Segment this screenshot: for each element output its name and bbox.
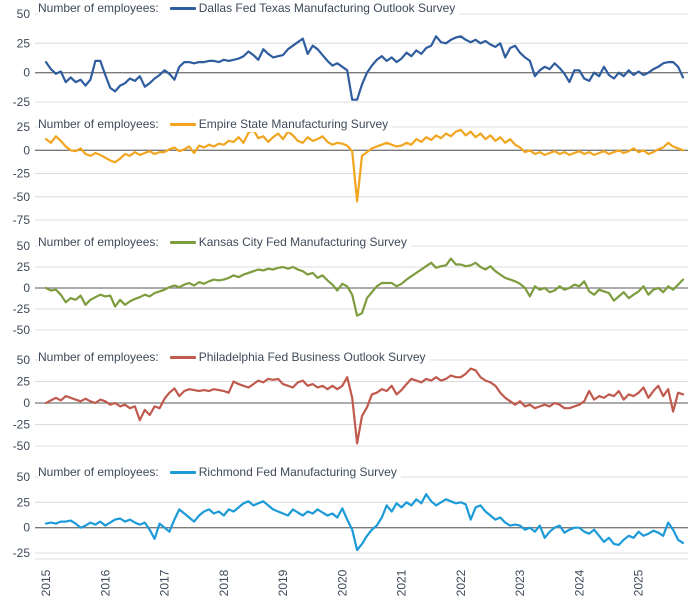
y-tick-label: 50 [17, 7, 31, 21]
y-tick-label: 0 [23, 281, 30, 295]
series-line [44, 128, 685, 203]
series-line [44, 35, 685, 101]
legend-prefix: Number of employees: [38, 465, 159, 479]
chart-panel-philadelphia: Number of employees: Philadelphia Fed Bu… [0, 344, 700, 459]
x-tick-label: 2023 [513, 569, 527, 596]
y-tick-label: 0 [23, 396, 30, 410]
legend-prefix: Number of employees: [38, 350, 159, 364]
y-tick-label: 0 [23, 143, 30, 157]
y-tick-label: 25 [17, 260, 31, 274]
legend-line-swatch [169, 122, 196, 126]
y-tick-label: -25 [13, 167, 31, 181]
y-tick-label: 50 [17, 239, 31, 253]
y-tick-label: 0 [23, 66, 30, 80]
chart-panel-richmond: Number of employees: Richmond Fed Manufa… [0, 459, 700, 602]
legend-line-swatch [169, 355, 196, 359]
chart-panel-dallas: Number of employees: Dallas Fed Texas Ma… [0, 0, 700, 114]
legend: Number of employees: Empire State Manufa… [38, 117, 393, 132]
legend: Number of employees: Dallas Fed Texas Ma… [38, 1, 460, 16]
y-tick-label: 25 [17, 36, 31, 50]
y-tick-label: -25 [13, 546, 31, 560]
x-tick-label: 2016 [98, 569, 112, 596]
y-tick-label: -25 [13, 95, 31, 109]
legend-line-swatch [169, 6, 196, 10]
legend-line-swatch [169, 240, 196, 244]
series-line [44, 367, 685, 445]
x-tick-label: 2021 [395, 569, 409, 596]
y-tick-label: 0 [23, 521, 30, 535]
y-tick-label: -25 [13, 418, 31, 432]
y-tick-label: -50 [13, 323, 31, 337]
richmond-line-chart: 50 25 0 -25 2015 2016 2017 2018 2019 2020 2021 2022… [13, 470, 688, 596]
y-tick-label: 25 [17, 495, 31, 509]
x-tick-label: 2015 [39, 569, 53, 596]
series-line [44, 493, 685, 552]
y-tick-label: 50 [17, 353, 31, 367]
legend: Number of employees: Richmond Fed Manufa… [38, 465, 401, 480]
legend-series-name: Dallas Fed Texas Manufacturing Outlook S… [198, 1, 456, 15]
series-line [44, 257, 685, 317]
y-tick-label: -50 [13, 439, 31, 453]
y-tick-label: -25 [13, 302, 31, 316]
legend-series-name: Empire State Manufacturing Survey [198, 117, 389, 131]
chart-panel-kansas-city: Number of employees: Kansas City Fed Man… [0, 229, 700, 344]
legend-prefix: Number of employees: [38, 117, 159, 131]
x-tick-label: 2025 [632, 569, 646, 596]
x-tick-label: 2020 [335, 569, 349, 596]
y-tick-label: 25 [17, 120, 31, 134]
y-tick-label: -50 [13, 190, 31, 204]
x-tick-label: 2024 [572, 569, 586, 596]
legend-prefix: Number of employees: [38, 1, 159, 15]
chart-panel-empire: Number of employees: Empire State Manufa… [0, 114, 700, 229]
legend: Number of employees: Kansas City Fed Man… [38, 235, 411, 250]
dallas-line-chart: 50 25 0 -25 [13, 7, 688, 109]
x-tick-label: 2018 [217, 569, 231, 596]
x-tick-label: 2022 [454, 569, 468, 596]
legend: Number of employees: Philadelphia Fed Bu… [38, 350, 430, 365]
y-tick-label: 50 [17, 470, 31, 484]
y-tick-label: -75 [13, 213, 31, 227]
legend-series-name: Kansas City Fed Manufacturing Survey [198, 235, 407, 249]
legend-prefix: Number of employees: [38, 235, 159, 249]
x-tick-label: 2019 [276, 569, 290, 596]
legend-series-name: Philadelphia Fed Business Outlook Survey [198, 350, 426, 364]
legend-series-name: Richmond Fed Manufacturing Survey [198, 465, 397, 479]
legend-line-swatch [169, 470, 196, 474]
x-tick-label: 2017 [158, 569, 172, 596]
y-tick-label: 25 [17, 375, 31, 389]
